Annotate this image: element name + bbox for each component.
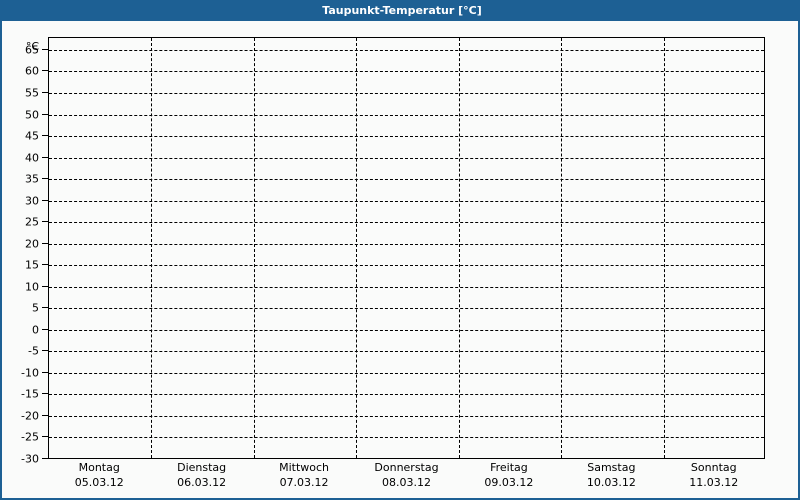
gridline-vertical [663,38,665,458]
y-axis-tick-label: 10 [25,280,39,294]
y-axis-tick-mark [42,307,48,309]
gridline-horizontal [49,243,764,245]
y-axis-tick-mark [42,221,48,223]
y-axis-tick-mark [42,414,48,416]
gridline-vertical [561,38,563,458]
y-axis-tick-label: 35 [25,172,39,186]
gridline-horizontal [49,351,764,353]
gridline-horizontal [49,49,764,51]
x-axis-day-label: Montag 05.03.12 [48,460,150,490]
gridline-horizontal [49,71,764,73]
y-axis-tick-mark [42,156,48,158]
gridline-horizontal [49,437,764,439]
gridline-horizontal [49,179,764,181]
y-axis-tick-label: -20 [21,409,39,423]
y-axis-tick-mark [42,242,48,244]
x-axis-day-label: Sonntag 11.03.12 [663,460,765,490]
y-axis-tick-mark [42,48,48,50]
y-axis-tick-mark [42,91,48,93]
y-axis-tick-mark [42,458,48,459]
gridline-horizontal [49,92,764,94]
gridline-horizontal [49,372,764,374]
x-axis-day-date: 08.03.12 [382,476,431,489]
y-axis-tick-label: 50 [25,108,39,121]
y-axis-tick-mark [42,371,48,373]
x-axis-day-date: 07.03.12 [279,476,329,489]
x-axis-day-date: 09.03.12 [484,476,534,489]
y-axis-tick-mark [42,285,48,287]
x-axis-day-name: Freitag [490,461,528,474]
gridline-vertical [151,38,153,458]
gridline-horizontal [49,286,764,288]
y-axis-tick-mark [42,178,48,180]
y-axis-tick-label: 60 [25,64,39,78]
y-axis-tick-mark [42,328,48,330]
y-axis: °C 65 60 55 50 45 40 35 30 25 20 15 10 5 0 -5 -10 -15 -20… [2,0,48,498]
gridline-vertical [458,38,460,458]
y-axis-tick-label: 55 [25,86,39,100]
x-axis-day-date: 10.03.12 [586,476,636,489]
y-axis-tick-label: 0 [32,323,39,337]
y-axis-tick-mark [42,135,48,137]
y-axis-tick-label: -5 [28,344,39,358]
x-axis-day-name: Montag [78,461,120,474]
y-axis-tick-mark [42,393,48,395]
x-axis-day-date: 06.03.12 [177,476,227,489]
x-axis-day-name: Sonntag [690,461,737,474]
y-axis-tick-label: 65 [25,43,39,57]
gridline-vertical [253,38,255,458]
x-axis-day-label: Freitag 09.03.12 [458,460,560,490]
x-axis-day-label: Mittwoch 07.03.12 [253,460,355,490]
gridline-horizontal [49,415,764,417]
y-axis-tick-mark [42,199,48,201]
y-axis-tick-label: 30 [25,194,39,208]
gridline-horizontal [49,265,764,267]
gridline-horizontal [49,114,764,116]
y-axis-tick-label: 40 [25,151,39,165]
window-title: Taupunkt-Temperatur [°C] [322,4,482,17]
gridline-vertical [356,38,358,458]
y-axis-tick-label: -10 [21,366,39,380]
y-axis-tick-mark [42,436,48,438]
y-axis-tick-label: -15 [21,387,39,401]
y-axis-tick-mark [42,70,48,72]
y-axis-tick-mark [42,264,48,266]
x-axis-day-name: Samstag [587,461,636,474]
gridline-horizontal [49,136,764,138]
y-axis-tick-label: 20 [25,237,39,251]
window-titlebar: Taupunkt-Temperatur [°C] [2,0,798,21]
x-axis-day-name: Dienstag [177,461,227,474]
x-axis: Montag 05.03.12 Dienstag 06.03.12 Mittwoch 07… [48,460,765,498]
gridline-horizontal [49,157,764,159]
gridline-horizontal [49,222,764,224]
y-axis-tick-mark [42,350,48,352]
y-axis-tick-mark [42,113,48,115]
gridline-horizontal [49,394,764,396]
y-axis-tick-label: 45 [25,129,39,143]
x-axis-day-name: Donnerstag [374,461,439,474]
y-axis-tick-label: -25 [21,430,39,444]
plot-area [48,37,765,459]
gridline-horizontal [49,329,764,331]
x-axis-day-date: 05.03.12 [74,476,124,489]
y-axis-tick-label: -30 [21,452,39,466]
x-axis-day-name: Mittwoch [279,461,330,474]
y-axis-tick-label: 5 [32,301,39,315]
x-axis-day-label: Donnerstag 08.03.12 [355,460,457,490]
x-axis-day-label: Samstag 10.03.12 [560,460,662,490]
gridline-horizontal [49,200,764,202]
y-axis-tick-label: 15 [25,258,39,272]
x-axis-day-date: 11.03.12 [689,476,739,489]
y-axis-unit-label: °C [25,40,39,53]
y-axis-tick-label: 25 [25,215,39,229]
x-axis-day-label: Dienstag 06.03.12 [150,460,252,490]
gridline-horizontal [49,308,764,310]
